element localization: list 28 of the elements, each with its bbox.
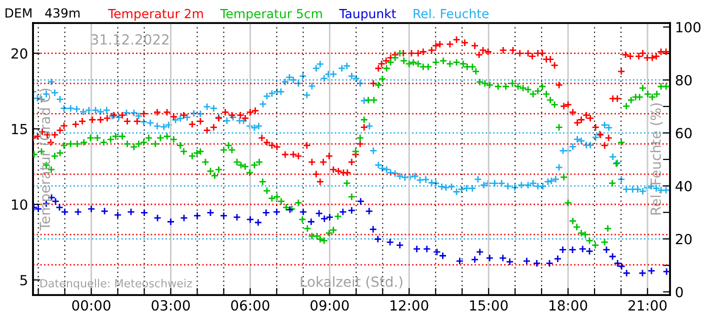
text: Temperatur 2m — [108, 8, 203, 21]
y2-tick-label: 40 — [676, 180, 692, 192]
text: Rel. Feuchte — [414, 8, 489, 18]
y2-tick-label: 0 — [676, 286, 683, 298]
x-tick-label: 06:00 — [231, 300, 270, 311]
x-tick-label: 12:00 — [390, 300, 428, 311]
y2-tick-label: 80 — [676, 74, 692, 86]
y2-tick-label: 60 — [676, 128, 692, 138]
x-tick-label: 03:00 — [152, 300, 190, 311]
y2-tick-label: 100 — [676, 22, 700, 32]
annotation: 31.12.2022 — [91, 34, 168, 45]
y2-tick-label: 20 — [676, 234, 692, 244]
x-tick-label: 09:00 — [310, 300, 349, 311]
y-axis-title: Temperatur (Grad C) — [39, 88, 53, 231]
annotation: Datenquelle: Meteoschweiz — [40, 278, 192, 290]
y-tick-label: 10 — [12, 199, 28, 210]
x-tick-label: 18:00 — [550, 300, 588, 311]
x-axis-title: Lokalzeit (Std.) — [300, 276, 402, 289]
y2-axis-title: Rel. Feuchte (%) — [650, 103, 663, 215]
chart-title: DEM 439m — [6, 8, 80, 18]
text: Taupunkt — [339, 8, 396, 21]
y-tick-label: 15 — [12, 124, 27, 134]
y-tick-label: 5 — [20, 275, 27, 286]
x-tick-label: 00:00 — [72, 300, 110, 311]
y-tick-label: 20 — [12, 48, 28, 59]
x-tick-label: 21:00 — [628, 300, 667, 311]
text: Temperatur 5cm — [220, 9, 322, 21]
x-tick-label: 15:00 — [470, 300, 508, 311]
